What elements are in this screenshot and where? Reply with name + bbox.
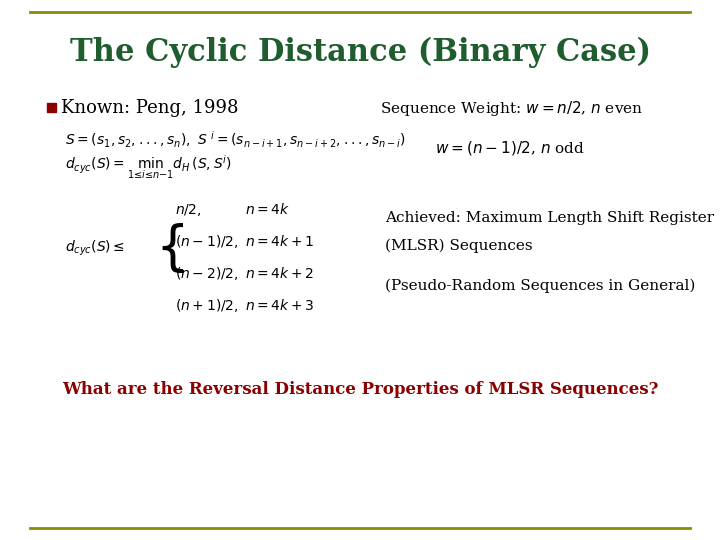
Text: $(n-1)/2,$: $(n-1)/2,$ bbox=[175, 233, 238, 251]
Text: The Cyclic Distance (Binary Case): The Cyclic Distance (Binary Case) bbox=[70, 36, 650, 68]
Text: $d_{cyc}(S)\leq$: $d_{cyc}(S)\leq$ bbox=[65, 238, 125, 258]
Text: What are the Reversal Distance Properties of MLSR Sequences?: What are the Reversal Distance Propertie… bbox=[62, 381, 658, 399]
Text: (Pseudo-Random Sequences in General): (Pseudo-Random Sequences in General) bbox=[385, 279, 696, 293]
Text: $\{$: $\{$ bbox=[155, 221, 184, 275]
Text: $n/2,$: $n/2,$ bbox=[175, 202, 202, 218]
Text: (MLSR) Sequences: (MLSR) Sequences bbox=[385, 239, 533, 253]
Text: $n=4k+1$: $n=4k+1$ bbox=[245, 234, 315, 249]
Text: $(n+1)/2,$: $(n+1)/2,$ bbox=[175, 298, 238, 314]
Text: $n=4k+2$: $n=4k+2$ bbox=[245, 267, 314, 281]
Bar bbox=[47, 103, 56, 112]
Text: $S=(s_1,s_2,...,s_n),\ S^{\ i}=(s_{n-i+1},s_{n-i+2},...,s_{n-i})$: $S=(s_1,s_2,...,s_n),\ S^{\ i}=(s_{n-i+1… bbox=[65, 130, 406, 150]
Text: Sequence Weight: $w=n/2$, $n$ even: Sequence Weight: $w=n/2$, $n$ even bbox=[380, 98, 643, 118]
Text: $w=(n-1)/2$, $n$ odd: $w=(n-1)/2$, $n$ odd bbox=[435, 139, 585, 157]
Text: Known: Peng, 1998: Known: Peng, 1998 bbox=[61, 99, 238, 117]
Text: $(n-2)/2,$: $(n-2)/2,$ bbox=[175, 266, 238, 282]
Text: $d_{cyc}(S)=\min_{1\leq i\leq n-1}d_H(S,S^i)$: $d_{cyc}(S)=\min_{1\leq i\leq n-1}d_H(S,… bbox=[65, 154, 232, 182]
Text: Achieved: Maximum Length Shift Register: Achieved: Maximum Length Shift Register bbox=[385, 211, 714, 225]
Text: $n=4k+3$: $n=4k+3$ bbox=[245, 299, 315, 314]
Text: $n=4k$: $n=4k$ bbox=[245, 202, 290, 218]
